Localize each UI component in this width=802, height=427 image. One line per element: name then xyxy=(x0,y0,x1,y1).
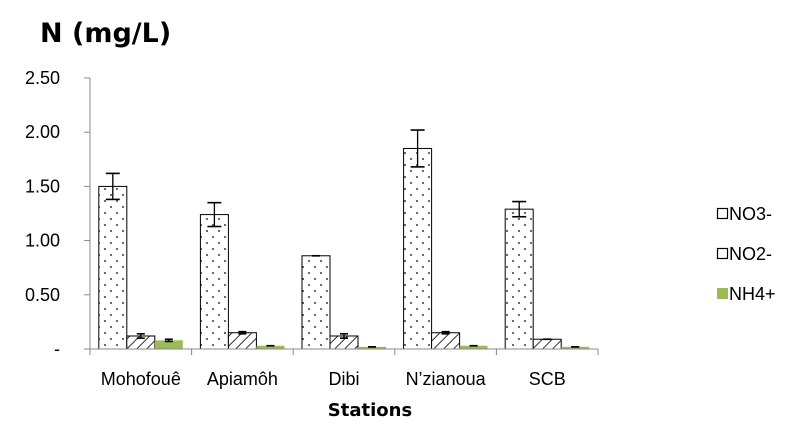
bar-nh4 xyxy=(561,346,590,349)
bar-no3 xyxy=(504,208,534,350)
y-axis: - 0.50 1.00 1.50 2.00 2.50 xyxy=(25,68,91,359)
y-tick-label: 0.50 xyxy=(25,285,60,305)
x-axis-title: Stations xyxy=(328,400,412,421)
y-tick-label: 1.50 xyxy=(25,176,60,196)
chart-title: N (mg/L) xyxy=(40,18,171,49)
bar-nh4 xyxy=(154,340,183,349)
legend: NO3- NO2- NH4+ xyxy=(716,204,776,304)
bar-no2 xyxy=(532,338,562,350)
bar-no3 xyxy=(403,147,433,350)
bar-no3 xyxy=(199,214,229,350)
legend-swatch xyxy=(717,288,728,299)
bar-nh4 xyxy=(459,345,488,349)
legend-label: NH4+ xyxy=(729,284,776,304)
y-tick-label: 2.50 xyxy=(25,68,60,88)
bar-no2 xyxy=(431,332,461,350)
x-tick-label: Dibi xyxy=(328,369,359,389)
x-tick-label: Apiamôh xyxy=(207,369,278,389)
bar-no2 xyxy=(227,332,257,350)
bar-no3 xyxy=(301,255,331,350)
legend-label: NO3- xyxy=(729,204,772,224)
bars xyxy=(98,129,590,350)
legend-label: NO2- xyxy=(729,244,772,264)
y-tick-label: - xyxy=(54,339,60,359)
bar-nh4 xyxy=(358,346,386,349)
x-tick-label: SCB xyxy=(529,369,566,389)
y-tick-label: 2.00 xyxy=(25,122,60,142)
bar-nh4 xyxy=(256,345,285,349)
x-tick-label: N’zianoua xyxy=(406,369,487,389)
y-tick-label: 1.00 xyxy=(25,231,60,251)
x-axis: Mohofouê Apiamôh Dibi N’zianoua SCB xyxy=(89,348,599,389)
legend-swatch xyxy=(716,207,729,220)
x-tick-label: Mohofouê xyxy=(101,369,181,389)
bar-no3 xyxy=(98,185,128,350)
legend-swatch xyxy=(716,247,729,260)
